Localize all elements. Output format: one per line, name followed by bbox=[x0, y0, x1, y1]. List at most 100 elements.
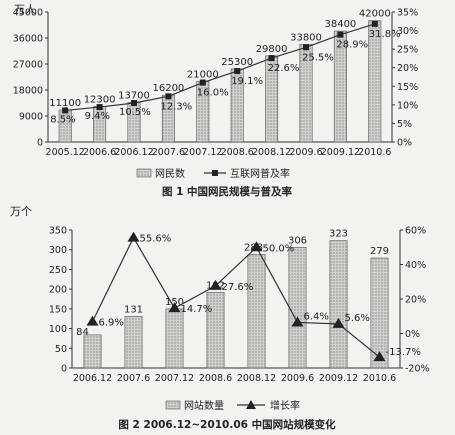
bar-2010.6 bbox=[370, 257, 389, 369]
legend-square-marker bbox=[212, 170, 218, 176]
rate-marker bbox=[303, 44, 309, 51]
right-tick-label: 15% bbox=[397, 82, 418, 93]
rate-marker bbox=[291, 316, 304, 327]
bar-2009.12 bbox=[329, 240, 348, 369]
x-tick-label: 2006.12 bbox=[114, 147, 153, 158]
chart-1-bars: 11100 12300 137001620021000253002980033800… bbox=[49, 9, 391, 143]
rate-marker bbox=[86, 315, 99, 326]
x-tick-label: 2010.6 bbox=[363, 373, 396, 384]
bar-value-label: 306 bbox=[288, 235, 307, 246]
chart-2: 万个 0 50 100 150 200 250 300 350 -20% 0% 20% 40% 60%… bbox=[10, 205, 430, 431]
rate-value-label: 10.5% bbox=[119, 107, 151, 118]
right-tick-label: 0% bbox=[405, 329, 420, 340]
bar-value-label: 29800 bbox=[256, 44, 288, 55]
rate-marker bbox=[96, 104, 103, 111]
rate-value-label: 22.6% bbox=[268, 63, 300, 74]
rate-value-label: 6.4% bbox=[304, 311, 329, 322]
legend-line-label: 互联网普及率 bbox=[230, 167, 290, 180]
x-tick-label: 2007.6 bbox=[117, 373, 150, 384]
right-tick-label: 20% bbox=[405, 295, 426, 306]
chart-1-rate-line: 8.5% 9.4% 10.5% 12.3% 16.0%19.1% 22.6%25.5%28… bbox=[50, 20, 401, 125]
left-tick-label: 0 bbox=[37, 138, 43, 149]
legend-bar-label: 网站数量 bbox=[184, 399, 224, 412]
rate-marker bbox=[131, 100, 137, 106]
rate-marker bbox=[209, 279, 222, 290]
left-tick-label: 300 bbox=[49, 245, 67, 256]
rate-value-label: 27.6% bbox=[222, 282, 254, 293]
left-tick-label: 9000 bbox=[19, 112, 43, 123]
bar-value-label: 84 bbox=[76, 327, 89, 338]
right-tick-label: 10% bbox=[397, 100, 418, 111]
bar-value-label: 33800 bbox=[290, 32, 322, 43]
chart-1-right-ticks: 0% 5% 10% 15% 20% 25% 30% 35% bbox=[392, 8, 418, 149]
x-tick-label: 2008.6 bbox=[221, 147, 254, 158]
bar-2010.6 bbox=[368, 20, 382, 143]
x-tick-label: 2008.12 bbox=[252, 147, 291, 158]
left-tick-label: 250 bbox=[49, 265, 67, 276]
rate-marker bbox=[234, 68, 241, 75]
bar-value-label: 13700 bbox=[118, 90, 150, 101]
x-tick-label: 2009.12 bbox=[319, 373, 358, 384]
left-tick-label: 0 bbox=[61, 364, 67, 375]
rate-value-label: 55.6% bbox=[140, 234, 172, 245]
chart-2-legend: 网站数量 增长率 bbox=[165, 399, 300, 412]
bar-value-label: 42000 bbox=[359, 9, 391, 20]
left-tick-label: 45000 bbox=[13, 8, 43, 19]
right-tick-label: 25% bbox=[397, 45, 418, 56]
bar-value-label: 16200 bbox=[152, 83, 184, 94]
right-tick-label: 60% bbox=[405, 226, 426, 237]
legend-triangle-marker bbox=[246, 400, 256, 409]
left-tick-label: 200 bbox=[49, 285, 67, 296]
rate-marker bbox=[199, 79, 206, 86]
x-tick-label: 2009.6 bbox=[289, 147, 322, 158]
rate-value-label: 5.6% bbox=[345, 313, 370, 324]
bar-value-label: 38400 bbox=[324, 19, 356, 30]
x-tick-label: 2005.12 bbox=[46, 147, 85, 158]
chart-1-x-labels: 2005.122006.62006.122007.62007.122008.62… bbox=[46, 147, 392, 158]
chart-1-left-ticks: 0 9000 18000 27000 36000 45000 bbox=[13, 8, 48, 149]
legend-bar-label: 网民数 bbox=[155, 167, 185, 180]
left-tick-label: 27000 bbox=[13, 60, 43, 71]
rate-value-label: 6.9% bbox=[99, 318, 124, 329]
chart-1-legend: 网民数 互联网普及率 bbox=[136, 167, 290, 180]
x-tick-label: 2008.12 bbox=[237, 373, 276, 384]
rate-value-label: 28.9% bbox=[336, 40, 368, 51]
left-tick-label: 18000 bbox=[13, 86, 43, 97]
left-tick-label: 350 bbox=[49, 226, 67, 237]
chart-1: 万人 0 9000 18000 27000 36000 45000 0% 5% 10% 15% 2… bbox=[13, 3, 418, 198]
rate-marker bbox=[62, 107, 69, 114]
right-tick-label: 35% bbox=[397, 8, 418, 19]
rate-line bbox=[91, 236, 380, 358]
rate-value-label: 31.8% bbox=[369, 29, 401, 40]
legend-bar-swatch bbox=[136, 168, 152, 178]
chart-1-caption: 图 1 中国网民规模与普及率 bbox=[162, 185, 293, 198]
chart-2-x-labels: 2006.12 2007.6 2007.12 2008.6 2008.12 2009.6 2… bbox=[73, 373, 396, 384]
right-tick-label: 30% bbox=[397, 26, 418, 37]
rate-marker bbox=[250, 241, 263, 252]
x-tick-label: 2008.6 bbox=[199, 373, 232, 384]
chart-2-left-ticks: 0 50 100 150 200 250 300 350 bbox=[49, 226, 72, 375]
left-tick-label: 100 bbox=[49, 324, 67, 335]
left-tick-label: 50 bbox=[55, 344, 67, 355]
bar-2007.6 bbox=[124, 316, 143, 369]
left-tick-label: 150 bbox=[49, 304, 67, 315]
bar-2009.6 bbox=[288, 247, 307, 369]
bar-value-label: 323 bbox=[329, 229, 348, 240]
x-tick-label: 2006.6 bbox=[83, 147, 116, 158]
chart-2-bars: 84131150192288306323279 bbox=[76, 229, 389, 369]
rate-value-label: 8.5% bbox=[50, 114, 75, 125]
rate-marker bbox=[165, 93, 172, 100]
x-tick-label: 2010.6 bbox=[358, 147, 391, 158]
right-tick-label: -20% bbox=[405, 364, 430, 375]
right-tick-label: 0% bbox=[397, 138, 412, 149]
rate-value-label: 25.5% bbox=[302, 52, 334, 63]
x-tick-label: 2009.6 bbox=[281, 373, 314, 384]
rate-value-label: 19.1% bbox=[231, 76, 263, 87]
x-tick-label: 2007.6 bbox=[152, 147, 185, 158]
legend-bar-swatch bbox=[165, 400, 181, 410]
chart-2-rate-line: 6.9% 55.6% 14.7% 27.6% 50.0% 6.4% 5.6% -13.7% bbox=[86, 231, 421, 362]
chart-1-left-unit: 万人 bbox=[14, 3, 36, 16]
chart-2-caption: 图 2 2006.12~2010.06 中国网站规模变化 bbox=[118, 418, 336, 431]
bar-value-label: 11100 bbox=[49, 98, 81, 109]
